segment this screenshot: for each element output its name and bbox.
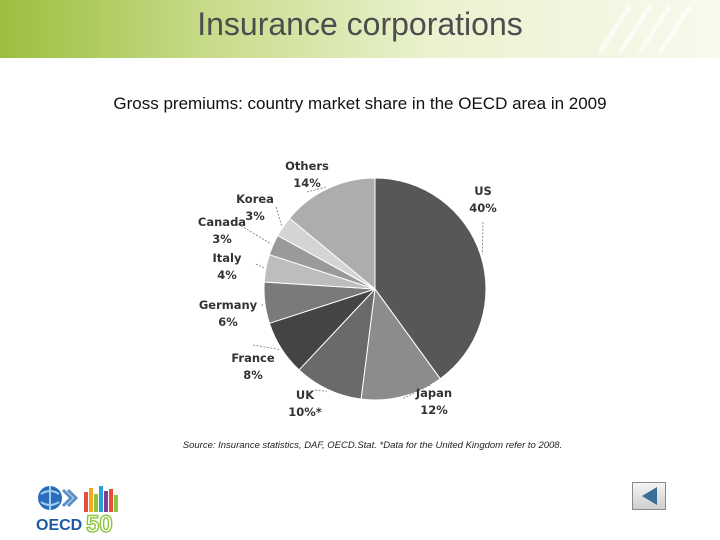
leader-line-france (252, 344, 280, 350)
pie-label-japan: Japan 12% (415, 386, 452, 417)
pie-slices (263, 177, 487, 401)
leader-line-canada (237, 223, 272, 245)
leader-line-korea (275, 206, 282, 226)
header-decoration (597, 4, 693, 54)
chart-title: Gross premiums: country market share in … (113, 94, 607, 113)
pie-slice-us (374, 177, 487, 380)
pie-label-korea: Korea 3% (236, 192, 274, 223)
back-button[interactable] (632, 482, 666, 510)
leader-line-uk (314, 389, 327, 392)
pie-leader-lines (237, 186, 484, 399)
pie-label-uk: UK 10%* (288, 388, 322, 419)
svg-text:50: 50 (86, 511, 113, 534)
slide-title: Insurance corporations (197, 6, 523, 42)
pie-label-others: Others 14% (285, 159, 329, 190)
svg-text:OECD: OECD (36, 517, 82, 534)
pie-labels: US 40% Japan 12% UK 10%* France 8% Germany 6% Ital… (198, 159, 497, 419)
leader-line-italy (255, 263, 265, 269)
pie-label-france: France 8% (231, 351, 275, 382)
pie-chart: US 40% Japan 12% UK 10%* France 8% Germany 6% Ital… (198, 159, 497, 419)
source-note: Source: Insurance statistics, DAF, OECD.… (182, 440, 563, 451)
pie-label-canada: Canada 3% (198, 215, 246, 246)
pie-slice-others (288, 177, 376, 291)
back-arrow-icon (641, 487, 657, 505)
pie-label-germany: Germany 6% (199, 298, 258, 329)
leader-line-us (482, 221, 484, 255)
leader-line-germany (261, 303, 264, 307)
pie-label-italy: Italy 4% (213, 251, 242, 282)
pie-label-us: US 40% (469, 184, 497, 215)
pie-slice-japan (360, 287, 441, 401)
oecd-logo: OECD 50 (36, 486, 118, 534)
leader-line-japan (402, 384, 431, 399)
header-band (0, 0, 720, 58)
